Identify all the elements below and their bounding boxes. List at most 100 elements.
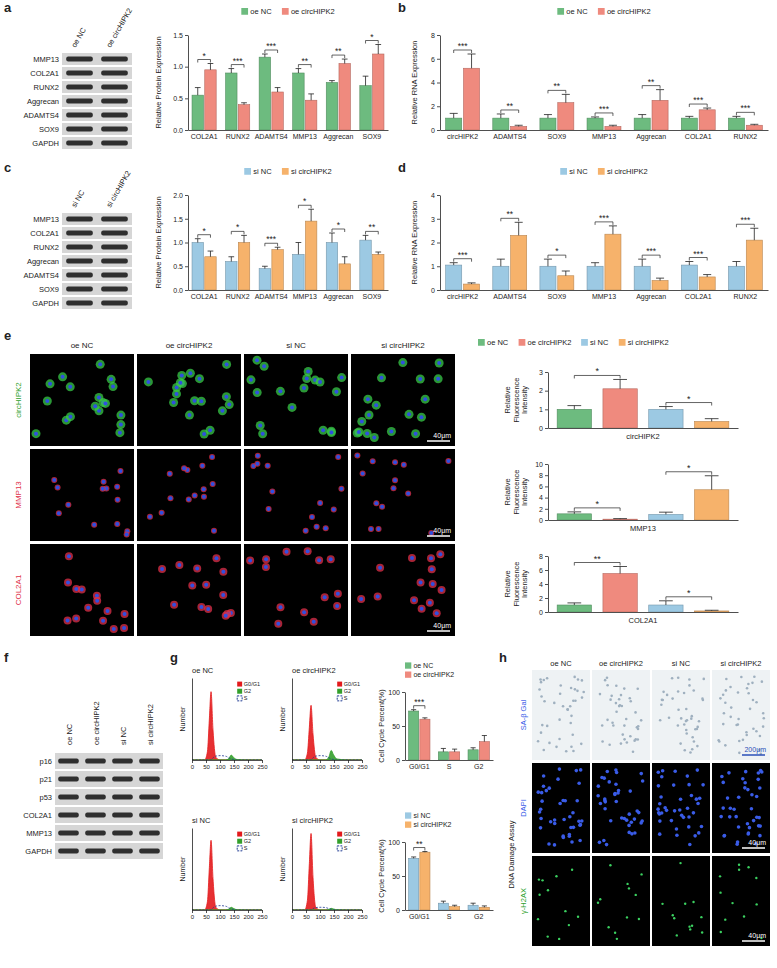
cell-stain: [46, 379, 55, 388]
cell-nucleus: [115, 485, 119, 489]
axis-line: [188, 36, 189, 131]
error-bar: [441, 748, 446, 751]
micrograph-background: [244, 449, 348, 541]
panel-letter: a: [4, 0, 12, 15]
tick-mark: [185, 195, 188, 196]
error-bar: [732, 262, 740, 267]
blot-band: [101, 57, 128, 62]
cell-nucleus: [220, 409, 224, 413]
axis-line: [406, 910, 494, 911]
cell-nucleus: [378, 566, 382, 570]
legend: G0/G1G2S: [337, 831, 360, 851]
cell-nucleus: [608, 743, 611, 746]
significance: ***: [458, 250, 469, 260]
cell-nucleus: [721, 806, 725, 810]
cell-nucleus: [562, 818, 566, 822]
cell-stain: [176, 378, 185, 387]
micrograph-background: [137, 354, 241, 446]
bar: [464, 284, 480, 290]
axis-title: Number: [279, 706, 286, 732]
cell-nucleus: [224, 614, 228, 618]
bar: [326, 243, 337, 291]
cell-nucleus: [729, 686, 732, 689]
significance: **: [554, 81, 561, 91]
axis-line: [292, 829, 293, 911]
cell-nucleus: [755, 877, 757, 879]
error-bar: [567, 603, 581, 605]
error-bar: [613, 379, 627, 388]
cell-nucleus: [761, 680, 764, 683]
cell-nucleus: [68, 415, 72, 419]
cell-nucleus: [738, 740, 741, 743]
cell-nucleus: [660, 704, 663, 707]
cell-nucleus: [555, 875, 557, 877]
error-cap: [411, 709, 416, 710]
tick-mark: [545, 509, 548, 510]
cell-nucleus: [670, 819, 674, 823]
tick-mark: [402, 910, 405, 911]
panel-letter: h: [499, 650, 507, 665]
bar: [205, 70, 216, 130]
cell-nucleus: [188, 371, 192, 375]
cell-nucleus: [673, 917, 675, 919]
legend-swatch: [237, 846, 242, 851]
tick-mark: [437, 59, 440, 60]
tick-label: RUNX2: [734, 293, 758, 300]
error-bar: [329, 81, 335, 83]
cell-stain: [333, 602, 341, 610]
row-label: COL2A1: [14, 574, 23, 605]
tick-mark: [248, 910, 249, 913]
cell-stain: [116, 411, 125, 420]
tick: COL2A1: [191, 133, 218, 140]
axis-line: [405, 843, 406, 911]
error-cap: [567, 511, 581, 512]
significance: *: [303, 196, 307, 206]
cell-nucleus: [745, 734, 748, 737]
bar: [205, 257, 216, 290]
plot-marks: [557, 476, 729, 520]
error-bar: [262, 54, 268, 57]
bar: [681, 118, 697, 130]
error-bar: [544, 259, 552, 266]
error-stem: [595, 263, 596, 267]
error-cap: [497, 259, 505, 260]
error-stem: [231, 69, 232, 73]
tick: 0: [396, 757, 405, 764]
error-cap: [329, 233, 335, 234]
series-area: [192, 840, 262, 910]
significance: *: [595, 499, 599, 509]
cell-nucleus: [575, 799, 579, 803]
cell-nucleus: [304, 529, 308, 533]
tick: 8: [539, 553, 548, 560]
cell-nucleus: [737, 825, 741, 829]
western-blot: si NCsi circHIPK2MMP13COL2A1RUNX2Aggreca…: [24, 169, 133, 309]
cell-stain: [124, 532, 130, 538]
cell-nucleus: [540, 799, 544, 803]
cell-nucleus: [568, 815, 572, 819]
cell-stain: [66, 412, 75, 421]
cell-stain: [169, 398, 178, 407]
blot-band: [66, 301, 93, 306]
cell-nucleus: [419, 581, 423, 585]
tick: 1.5: [173, 215, 188, 222]
bar: [326, 83, 337, 131]
cell-nucleus: [374, 403, 378, 407]
cell-stain: [181, 465, 187, 471]
tick-label: 0: [396, 757, 400, 764]
cell-nucleus: [537, 740, 540, 743]
legend: oe NCoe circHIPK2si NCsi circHIPK2: [478, 338, 669, 347]
legend-item: si circHIPK2: [598, 167, 648, 176]
cell-nucleus: [600, 776, 604, 780]
cell-nucleus: [199, 605, 203, 609]
error-cap: [609, 125, 617, 126]
legend-item: oe NC: [405, 662, 433, 669]
tick: MMP13: [293, 133, 317, 140]
cell-stain: [316, 378, 325, 387]
legend-item: si NC: [560, 167, 588, 176]
tick: 200: [243, 760, 254, 770]
cell-nucleus: [685, 729, 688, 732]
cell-nucleus: [56, 485, 60, 489]
cell-stain: [363, 429, 372, 438]
cell-stain: [209, 454, 215, 460]
micrograph-background: [652, 763, 710, 853]
